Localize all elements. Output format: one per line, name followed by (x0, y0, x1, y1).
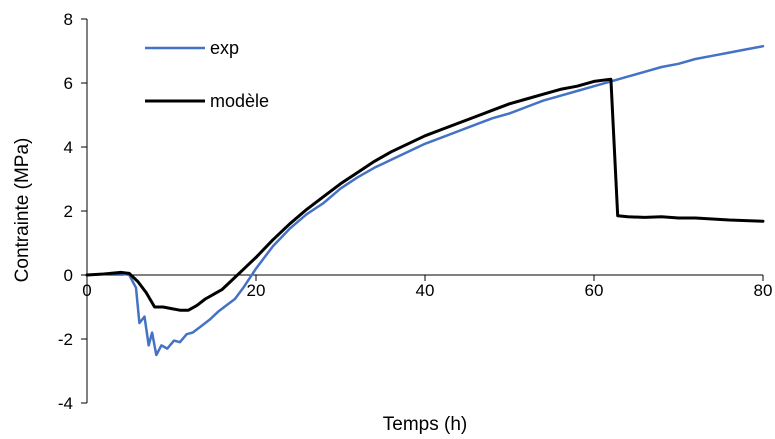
y-axis-title: Contrainte (MPa) (12, 138, 33, 283)
y-tick-label: 0 (64, 266, 73, 285)
series-line-modele (85, 77, 765, 312)
y-tick-label: 6 (64, 74, 73, 93)
legend-label: modèle (210, 91, 269, 111)
y-tick-label: 8 (64, 10, 73, 29)
x-tick-label: 20 (247, 281, 266, 300)
series-line-exp (85, 44, 765, 357)
x-tick-label: 60 (585, 281, 604, 300)
y-tick-label: -4 (58, 394, 73, 413)
legend: exp modèle (145, 38, 269, 111)
x-tick-label: 40 (416, 281, 435, 300)
y-tick-label: 2 (64, 202, 73, 221)
legend-label: exp (210, 38, 239, 58)
x-axis-title: Temps (h) (383, 414, 467, 435)
x-tick-label: 0 (82, 281, 91, 300)
y-tick-label: -2 (58, 330, 73, 349)
y-tick-label: 4 (64, 138, 73, 157)
x-tick-label: 80 (754, 281, 773, 300)
series-layer (85, 44, 765, 357)
